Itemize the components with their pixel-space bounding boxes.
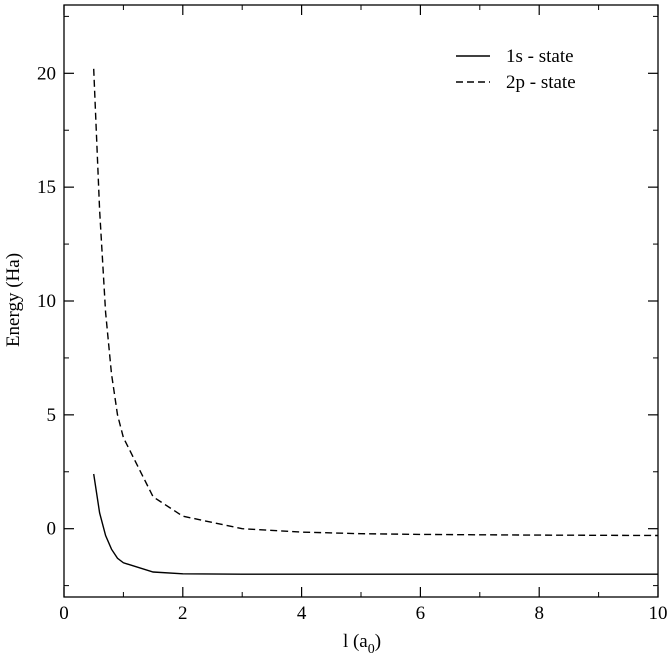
x-tick-label: 4 [297, 603, 307, 624]
y-tick-label: 5 [47, 405, 57, 426]
series-layer [93, 68, 659, 575]
y-tick-label: 15 [37, 177, 56, 198]
y-axis-label: Energy (Ha) [3, 253, 24, 347]
ticks-layer: 0 2 4 6 8 10 0 5 10 15 20 [37, 5, 668, 624]
series-line-2 [93, 68, 659, 537]
legend: 1s - state 2p - state [456, 46, 576, 93]
legend-label-1: 1s - state [506, 46, 574, 67]
x-axis-label-subscript: 0 [368, 642, 375, 657]
x-tick-label: 10 [649, 603, 668, 624]
y-tick-label: 10 [37, 291, 56, 312]
x-tick-label: 0 [59, 603, 69, 624]
legend-label-2: 2p - state [506, 72, 576, 93]
plot-border [63, 4, 659, 598]
y-tick-label: 0 [47, 519, 57, 540]
y-tick-label: 20 [37, 63, 56, 84]
plot-frame [63, 4, 659, 598]
x-tick-label: 8 [534, 603, 544, 624]
series-line-1 [93, 473, 658, 575]
x-axis-label: l (a0) [343, 631, 381, 657]
x-tick-label: 6 [416, 603, 426, 624]
x-tick-label: 2 [178, 603, 188, 624]
